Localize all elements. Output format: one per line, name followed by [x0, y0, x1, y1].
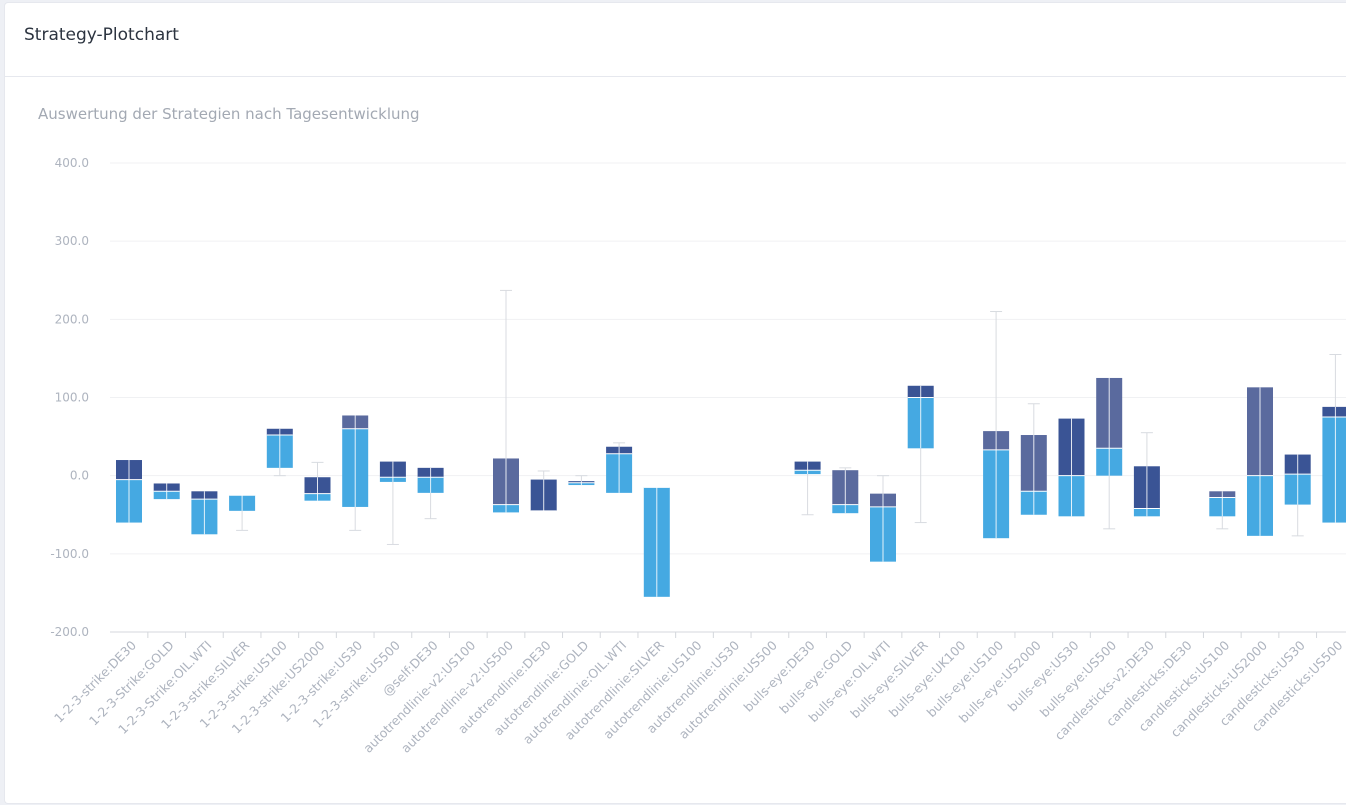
box-20[interactable] [870, 475, 896, 562]
box-1[interactable] [153, 483, 180, 500]
box-12[interactable] [568, 475, 595, 486]
box-27[interactable] [1133, 432, 1160, 517]
box-0[interactable] [116, 460, 142, 523]
y-tick-label: 100.0 [55, 391, 89, 405]
box-21[interactable] [907, 385, 934, 524]
box-18[interactable] [794, 461, 821, 516]
y-tick-label: 400.0 [55, 156, 89, 170]
y-tick-label: 0.0 [70, 469, 89, 483]
box-24[interactable] [1020, 403, 1047, 515]
box-25[interactable] [1058, 418, 1085, 517]
card-header: Strategy-Plotchart [5, 3, 1346, 77]
box-7[interactable] [379, 461, 406, 545]
box-26[interactable] [1096, 377, 1123, 530]
box-2[interactable] [191, 491, 218, 535]
box-14[interactable] [643, 486, 670, 597]
box-8[interactable] [417, 467, 444, 520]
box-31[interactable] [1284, 454, 1311, 537]
box-lower [1322, 417, 1346, 523]
y-tick-label: -200.0 [50, 625, 89, 639]
page-title: Strategy-Plotchart [24, 25, 179, 45]
box-23[interactable] [983, 311, 1010, 539]
box-upper [1322, 406, 1346, 418]
box-3[interactable] [229, 494, 256, 531]
chart-card: Strategy-Plotchart Auswertung der Strate… [4, 2, 1346, 804]
box-30[interactable] [1247, 387, 1273, 536]
box-6[interactable] [342, 415, 369, 531]
box-29[interactable] [1209, 491, 1236, 530]
chart-title: Auswertung der Strategien nach Tagesentw… [38, 105, 420, 123]
box-5[interactable] [304, 461, 331, 501]
box-10[interactable] [493, 289, 519, 513]
y-tick-label: -100.0 [50, 547, 89, 561]
y-tick-label: 300.0 [55, 234, 89, 248]
box-4[interactable] [266, 428, 293, 477]
boxplot-chart: Auswertung der Strategien nach Tagesentw… [38, 105, 1346, 756]
box-32[interactable] [1322, 354, 1346, 523]
y-tick-label: 200.0 [55, 312, 89, 326]
box-11[interactable] [530, 470, 557, 512]
box-19[interactable] [832, 467, 859, 514]
box-13[interactable] [606, 442, 633, 493]
